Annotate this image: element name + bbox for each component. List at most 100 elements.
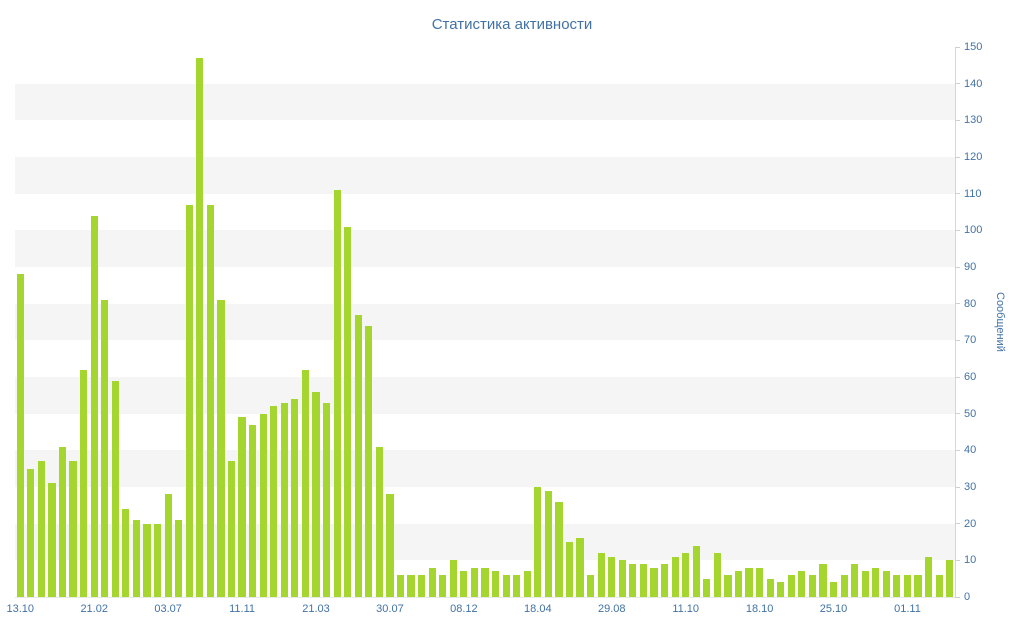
bar [460, 571, 468, 597]
bar [27, 468, 35, 597]
bar [745, 567, 753, 597]
bar [882, 571, 890, 597]
bar [291, 399, 299, 597]
bar [534, 487, 542, 597]
bar [851, 564, 859, 597]
bar [270, 406, 278, 597]
bar [587, 575, 595, 597]
x-axis-label: 25.10 [819, 603, 848, 615]
x-axis-label: 21.03 [302, 603, 330, 615]
x-axis-label: 21.02 [80, 603, 108, 615]
bar [132, 520, 141, 597]
bar [238, 417, 246, 597]
y-axis-tick [955, 413, 960, 415]
y-axis-tick [955, 449, 960, 451]
grid-band [15, 230, 955, 267]
bar [312, 391, 320, 597]
bar [829, 582, 838, 597]
bar [217, 300, 225, 597]
y-axis-tick [955, 266, 960, 268]
y-axis-label: 20 [964, 517, 977, 530]
bar [777, 582, 785, 597]
bar [153, 523, 162, 597]
y-axis-label: 30 [964, 481, 977, 493]
bar [660, 564, 669, 597]
bar [808, 575, 816, 597]
y-axis-tick [955, 156, 960, 158]
bar [872, 567, 880, 597]
x-axis-label: 29.08 [597, 603, 626, 615]
bar [111, 380, 119, 597]
x-axis-label: 08.12 [450, 603, 478, 615]
bar [122, 509, 130, 597]
bar [439, 575, 447, 597]
bar [544, 490, 552, 597]
bar [692, 545, 700, 597]
bar [37, 461, 45, 597]
bar [502, 575, 510, 597]
bar [513, 575, 521, 597]
bar [861, 571, 869, 597]
bar [48, 483, 56, 597]
bar [639, 564, 647, 597]
bar [354, 314, 362, 597]
y-axis-tick [955, 83, 960, 85]
bar [555, 501, 563, 597]
grid-band [15, 450, 955, 487]
x-axis-label: 03.07 [154, 603, 182, 615]
bar [101, 300, 109, 597]
bar [597, 553, 605, 597]
bar [375, 446, 383, 597]
y-axis-label: 150 [964, 41, 983, 53]
y-axis-label: 10 [964, 554, 977, 567]
grid-band [15, 83, 955, 121]
y-axis-label: 110 [964, 187, 982, 200]
y-axis-label: 140 [964, 77, 983, 90]
bar [925, 556, 933, 597]
y-axis-title-wrap: Сообщений [992, 47, 1008, 597]
plot-area [15, 47, 956, 598]
x-axis-label: 18.10 [745, 603, 774, 615]
bar [481, 567, 489, 597]
bar [365, 325, 373, 597]
bar [935, 575, 943, 597]
chart-title: Статистика активности [431, 16, 593, 33]
bar [671, 556, 679, 597]
bar [396, 575, 405, 597]
bar [386, 494, 394, 597]
bar [491, 571, 500, 597]
bar [576, 538, 584, 597]
bar [90, 215, 98, 597]
bar [407, 575, 415, 597]
bar [449, 560, 457, 597]
bar [344, 226, 352, 597]
y-axis-label: 130 [964, 114, 983, 127]
bar [175, 520, 183, 597]
bar [227, 461, 236, 597]
bar [418, 575, 426, 597]
bar [819, 564, 827, 597]
bar [164, 494, 172, 597]
bar [798, 571, 806, 597]
y-axis-label: 100 [964, 224, 983, 237]
bar [143, 523, 151, 597]
bar [80, 369, 88, 597]
y-axis-tick [955, 46, 960, 48]
x-axis-label: 11.10 [672, 603, 700, 615]
bar [914, 575, 922, 597]
bar [259, 413, 267, 597]
y-axis-tick [955, 376, 960, 378]
bar [724, 575, 732, 597]
y-axis-tick [955, 303, 960, 305]
bar [565, 542, 574, 597]
y-axis-label: 60 [964, 371, 977, 383]
y-axis-label: 50 [964, 407, 977, 420]
bar [787, 575, 795, 597]
bar [301, 369, 310, 597]
bar [840, 575, 848, 597]
y-axis-label: 80 [964, 297, 977, 310]
y-axis-label: 40 [964, 444, 977, 457]
bar [280, 402, 288, 597]
bar [703, 578, 711, 597]
bar [682, 553, 690, 597]
